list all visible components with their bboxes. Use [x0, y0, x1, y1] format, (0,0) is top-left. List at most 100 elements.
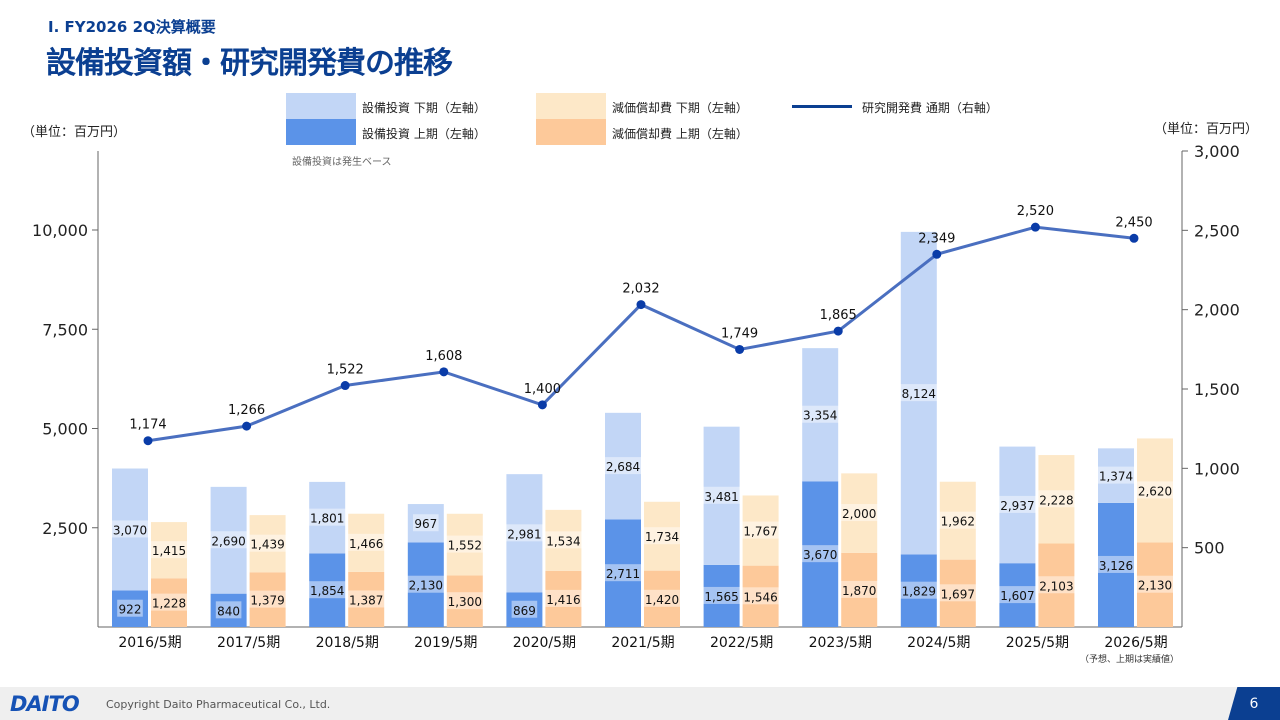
label-dep-h1-bg	[247, 590, 288, 608]
rd-point	[1030, 222, 1040, 232]
right-tick-label: 2,500	[1194, 221, 1240, 240]
x-tick-label: 2022/5期	[710, 635, 773, 651]
label-dep-h1-bg	[740, 587, 781, 605]
bar-capex-h2	[210, 486, 247, 594]
label-dep-h2: 1,534	[546, 534, 580, 548]
x-tick-label: 2017/5期	[217, 635, 280, 651]
label-capex-h2: 3,481	[704, 490, 738, 504]
label-capex-h2: 3,070	[113, 523, 147, 537]
rd-point	[636, 300, 646, 310]
bar-dep-h1	[348, 571, 385, 627]
label-capex-h2-bg	[504, 524, 545, 542]
rd-label: 1,749	[721, 326, 758, 341]
label-dep-h2-bg	[839, 504, 880, 522]
label-capex-h1-bg	[997, 586, 1038, 604]
label-dep-h1: 1,546	[743, 590, 777, 604]
bar-capex-h2	[407, 504, 444, 543]
label-capex-h2-bg	[208, 531, 249, 549]
label-capex-h1: 1,607	[1000, 589, 1034, 603]
label-capex-h2: 2,981	[507, 527, 541, 541]
label-dep-h1: 1,379	[250, 594, 284, 608]
label-dep-h2: 1,415	[152, 544, 186, 558]
label-dep-h2: 1,439	[250, 538, 284, 552]
label-capex-h2-bg	[800, 405, 841, 423]
bar-dep-h2	[348, 513, 385, 572]
label-capex-h1-bg	[307, 581, 348, 599]
bar-capex-h1	[802, 481, 839, 627]
bar-capex-h1	[407, 542, 444, 627]
label-capex-h2-bg	[110, 520, 150, 538]
label-capex-h1: 1,565	[704, 590, 738, 604]
bar-dep-h2	[1137, 438, 1173, 543]
label-capex-h2: 3,354	[803, 409, 837, 423]
bar-capex-h2	[999, 446, 1036, 564]
left-tick-label: 7,500	[42, 320, 88, 339]
bar-capex-h1	[112, 590, 148, 627]
label-dep-h2: 2,228	[1039, 493, 1073, 507]
rd-label: 1,608	[425, 349, 462, 364]
bar-capex-h1	[309, 553, 346, 627]
rd-point	[735, 344, 745, 354]
label-capex-h2-bg	[997, 495, 1038, 513]
label-dep-h2-bg	[149, 541, 189, 559]
label-dep-h1-bg	[149, 593, 189, 611]
bar-dep-h2	[1038, 455, 1075, 544]
bar-dep-h2	[545, 509, 582, 571]
bar-dep-h1	[151, 578, 187, 627]
label-capex-h1: 1,854	[310, 584, 344, 598]
bar-dep-h2	[151, 522, 187, 579]
legend-swatch-capex-h2	[286, 93, 356, 119]
bar-capex-h1	[210, 593, 247, 627]
label-dep-h2-bg	[444, 535, 485, 553]
label-capex-h1: 2,130	[409, 579, 443, 593]
label-capex-h2: 2,937	[1000, 499, 1034, 513]
bar-dep-h2	[644, 501, 680, 571]
label-dep-h2: 1,962	[941, 515, 975, 529]
bar-dep-h1	[446, 575, 483, 627]
bar-capex-h2	[900, 231, 937, 555]
label-dep-h1: 1,416	[546, 593, 580, 607]
rd-label: 1,400	[524, 382, 561, 397]
label-capex-h1-bg	[117, 599, 143, 617]
bar-dep-h2	[841, 473, 878, 553]
label-dep-h2: 2,620	[1138, 484, 1172, 498]
label-dep-h2-bg	[247, 534, 288, 552]
bar-dep-h2	[939, 481, 976, 560]
legend-dep-h2: 減価償却費 下期（左軸）	[612, 101, 748, 115]
label-capex-h2-bg	[898, 384, 939, 402]
label-dep-h2: 1,466	[349, 537, 383, 551]
label-dep-h1-bg	[1036, 576, 1077, 594]
label-capex-h1-bg	[1096, 555, 1136, 573]
label-capex-h1-bg	[701, 586, 742, 604]
label-dep-h1: 2,103	[1039, 579, 1073, 593]
rd-point	[1129, 233, 1139, 243]
left-tick-label: 10,000	[32, 221, 88, 240]
daito-logo: DAITO	[10, 692, 80, 716]
label-capex-h1: 869	[513, 604, 536, 618]
label-capex-h1: 3,670	[803, 548, 837, 562]
page-title: 設備投資額・研究開発費の推移	[46, 46, 453, 81]
bar-capex-h2	[112, 468, 148, 591]
bar-capex-h2	[703, 426, 740, 565]
label-capex-h1: 2,711	[606, 567, 640, 581]
label-dep-h1: 2,130	[1138, 579, 1172, 593]
rd-label: 1,522	[327, 363, 364, 378]
label-dep-h2: 1,552	[448, 539, 482, 553]
rd-label: 1,174	[129, 418, 166, 433]
left-tick-label: 5,000	[42, 420, 88, 439]
rd-label: 2,520	[1017, 204, 1054, 219]
label-capex-h2: 2,684	[606, 460, 640, 474]
legend-swatch-dep-h1	[536, 119, 606, 145]
rd-point	[439, 367, 449, 377]
label-dep-h2: 1,767	[743, 525, 777, 539]
rd-point	[537, 400, 547, 410]
label-capex-h2-bg	[603, 457, 643, 475]
bar-capex-h1	[703, 564, 740, 627]
left-axis-unit: （単位：百万円）	[22, 125, 127, 140]
rd-label: 2,450	[1115, 215, 1152, 230]
x-tick-label: 2025/5期	[1006, 635, 1069, 651]
label-capex-h1-bg	[511, 600, 538, 618]
label-dep-h2-bg	[642, 527, 682, 545]
label-dep-h1: 1,387	[349, 593, 383, 607]
label-capex-h2: 1,801	[310, 512, 344, 526]
